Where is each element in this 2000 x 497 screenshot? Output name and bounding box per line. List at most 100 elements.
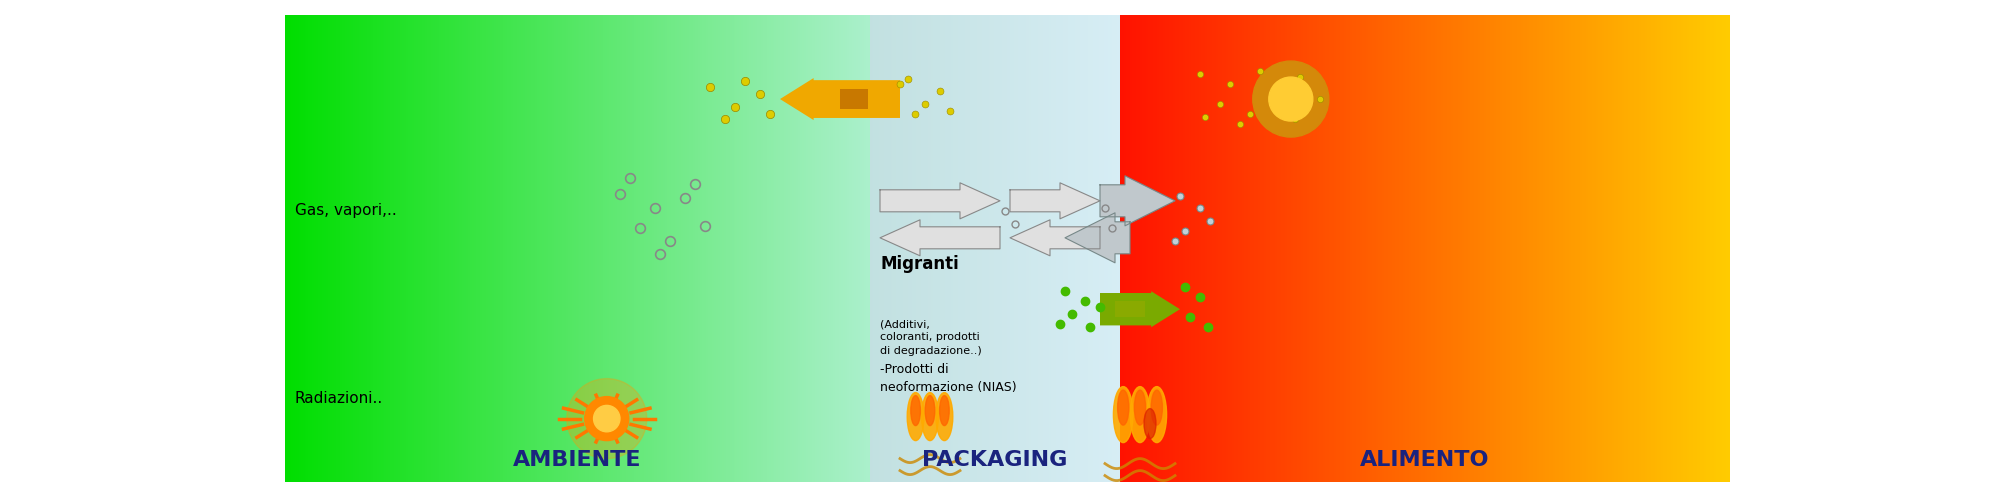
Bar bbox=[1376, 15, 1378, 482]
Bar bbox=[1268, 15, 1270, 482]
Bar bbox=[1336, 15, 1338, 482]
Bar bbox=[1124, 15, 1126, 482]
Bar bbox=[1420, 15, 1422, 482]
Bar bbox=[1608, 15, 1610, 482]
Bar bbox=[1604, 15, 1606, 482]
Bar bbox=[1212, 15, 1214, 482]
Bar bbox=[1562, 15, 1564, 482]
Bar bbox=[1646, 15, 1648, 482]
Bar bbox=[1662, 15, 1664, 482]
Bar bbox=[1510, 15, 1512, 482]
Circle shape bbox=[566, 379, 646, 459]
Bar bbox=[1430, 15, 1432, 482]
Bar bbox=[1140, 15, 1142, 482]
Bar bbox=[1306, 15, 1308, 482]
Bar bbox=[1566, 15, 1568, 482]
Bar bbox=[1262, 15, 1264, 482]
Bar bbox=[1244, 15, 1246, 482]
Bar bbox=[1218, 15, 1220, 482]
Bar bbox=[1382, 15, 1384, 482]
Bar bbox=[1390, 15, 1392, 482]
Bar bbox=[1524, 15, 1526, 482]
Bar bbox=[1506, 15, 1508, 482]
Bar bbox=[1622, 15, 1624, 482]
Bar bbox=[1462, 15, 1464, 482]
Bar bbox=[1428, 15, 1430, 482]
Bar bbox=[1208, 15, 1210, 482]
Bar bbox=[1542, 15, 1544, 482]
Ellipse shape bbox=[1130, 387, 1150, 443]
Bar bbox=[1224, 15, 1226, 482]
Bar bbox=[1372, 15, 1374, 482]
Text: AMBIENTE: AMBIENTE bbox=[514, 450, 642, 470]
Bar bbox=[1422, 15, 1424, 482]
Bar bbox=[1632, 15, 1634, 482]
Bar bbox=[1568, 15, 1570, 482]
Bar bbox=[1322, 15, 1324, 482]
Bar bbox=[1504, 15, 1506, 482]
Bar bbox=[1706, 15, 1708, 482]
Bar bbox=[1454, 15, 1456, 482]
Bar bbox=[1692, 15, 1694, 482]
Bar bbox=[1460, 15, 1462, 482]
Bar bbox=[1494, 15, 1496, 482]
Bar bbox=[1326, 15, 1328, 482]
Bar bbox=[1552, 15, 1554, 482]
Polygon shape bbox=[1064, 213, 1130, 263]
Bar bbox=[1310, 15, 1312, 482]
Bar bbox=[1126, 15, 1128, 482]
Bar bbox=[1172, 15, 1174, 482]
Ellipse shape bbox=[1114, 387, 1132, 443]
Bar bbox=[1298, 15, 1300, 482]
Bar bbox=[1550, 15, 1552, 482]
Bar bbox=[1446, 15, 1448, 482]
Circle shape bbox=[1268, 77, 1312, 121]
Bar bbox=[1328, 15, 1330, 482]
Bar bbox=[1384, 15, 1386, 482]
Bar bbox=[1350, 15, 1352, 482]
Bar bbox=[1480, 15, 1482, 482]
Bar bbox=[1532, 15, 1534, 482]
Bar bbox=[1630, 15, 1632, 482]
Bar bbox=[1330, 15, 1332, 482]
Bar bbox=[1222, 15, 1224, 482]
Bar bbox=[1518, 15, 1520, 482]
Bar bbox=[1258, 15, 1260, 482]
Bar bbox=[1654, 15, 1656, 482]
Bar bbox=[1526, 15, 1528, 482]
Bar bbox=[1618, 15, 1620, 482]
Bar bbox=[1470, 15, 1472, 482]
Bar bbox=[1314, 15, 1316, 482]
Bar bbox=[1434, 15, 1436, 482]
Bar bbox=[1702, 15, 1704, 482]
Bar bbox=[1344, 15, 1346, 482]
Bar bbox=[1686, 15, 1688, 482]
Bar bbox=[1290, 15, 1292, 482]
Polygon shape bbox=[1010, 183, 1100, 219]
Bar bbox=[1320, 15, 1322, 482]
Text: Migranti: Migranti bbox=[880, 255, 958, 273]
Ellipse shape bbox=[1118, 390, 1128, 425]
Bar bbox=[1678, 15, 1680, 482]
Bar bbox=[1142, 15, 1144, 482]
Bar bbox=[1334, 15, 1336, 482]
Bar bbox=[1624, 15, 1626, 482]
Bar bbox=[1680, 15, 1682, 482]
Bar bbox=[1174, 15, 1176, 482]
Bar bbox=[1166, 15, 1168, 482]
Bar bbox=[1564, 15, 1566, 482]
Text: Radiazioni..: Radiazioni.. bbox=[296, 391, 384, 406]
Bar bbox=[1378, 15, 1380, 482]
Bar bbox=[1644, 15, 1646, 482]
Bar bbox=[1338, 15, 1340, 482]
Bar bbox=[1634, 15, 1636, 482]
Bar bbox=[1688, 15, 1690, 482]
Bar bbox=[1152, 15, 1154, 482]
Bar bbox=[1392, 15, 1394, 482]
Bar bbox=[1626, 15, 1628, 482]
Bar bbox=[1374, 15, 1376, 482]
Bar bbox=[1468, 15, 1470, 482]
Bar bbox=[1612, 15, 1614, 482]
Bar bbox=[1476, 15, 1478, 482]
Bar bbox=[1450, 15, 1452, 482]
